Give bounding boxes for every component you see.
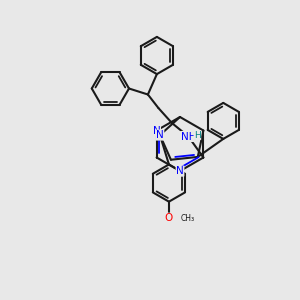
Text: N: N (156, 130, 164, 140)
Text: CH₃: CH₃ (180, 214, 194, 223)
Text: NH: NH (181, 131, 196, 142)
Text: H: H (194, 130, 201, 140)
Text: N: N (176, 166, 184, 176)
Text: N: N (153, 125, 160, 136)
Text: O: O (165, 213, 173, 223)
